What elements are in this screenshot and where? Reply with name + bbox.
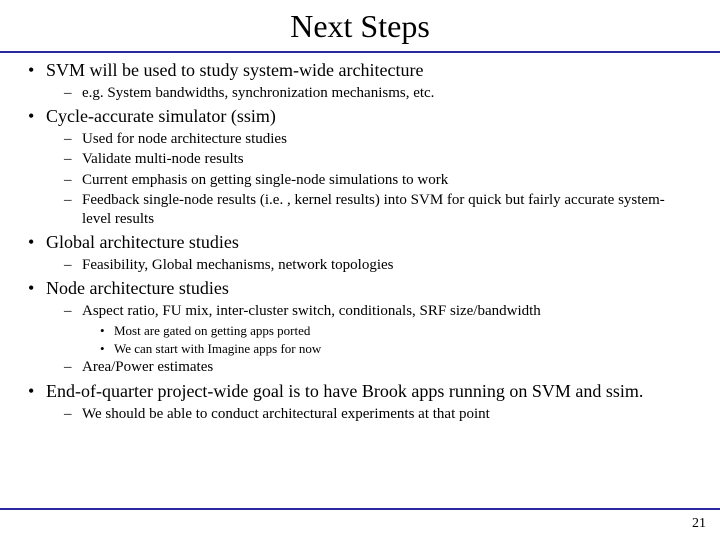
bullet-text: Global architecture studies	[46, 232, 239, 252]
bullet-text: End-of-quarter project-wide goal is to h…	[46, 381, 643, 401]
sub-bullet-item: We should be able to conduct architectur…	[64, 405, 692, 424]
bullet-text: Most are gated on getting apps ported	[114, 323, 310, 338]
sub-bullet-item: e.g. System bandwidths, synchronization …	[64, 84, 692, 103]
bullet-text: We can start with Imagine apps for now	[114, 341, 321, 356]
bullet-text: Node architecture studies	[46, 278, 229, 298]
slide-content: SVM will be used to study system-wide ar…	[0, 53, 720, 424]
bullet-text: SVM will be used to study system-wide ar…	[46, 60, 423, 80]
bullet-item: Cycle-accurate simulator (ssim) Used for…	[28, 105, 692, 229]
bullet-text: Used for node architecture studies	[82, 131, 287, 147]
sub-sub-bullet-item: Most are gated on getting apps ported	[100, 323, 692, 340]
bullet-text: Validate multi-node results	[82, 151, 244, 167]
page-number: 21	[692, 516, 706, 532]
bullet-text: Current emphasis on getting single-node …	[82, 172, 448, 188]
sub-sub-bullet-item: We can start with Imagine apps for now	[100, 341, 692, 358]
bullet-item: SVM will be used to study system-wide ar…	[28, 59, 692, 103]
sub-bullet-item: Validate multi-node results	[64, 150, 692, 169]
sub-bullet-item: Aspect ratio, FU mix, inter-cluster swit…	[64, 302, 692, 357]
slide: Next Steps SVM will be used to study sys…	[0, 0, 720, 540]
sub-bullet-item: Feedback single-node results (i.e. , ker…	[64, 191, 692, 229]
sub-bullet-item: Area/Power estimates	[64, 358, 692, 377]
bullet-text: Aspect ratio, FU mix, inter-cluster swit…	[82, 303, 541, 319]
bullet-text: Feedback single-node results (i.e. , ker…	[82, 192, 665, 227]
sub-bullet-item: Used for node architecture studies	[64, 130, 692, 149]
bullet-text: Area/Power estimates	[82, 359, 213, 375]
bullet-list: SVM will be used to study system-wide ar…	[28, 59, 692, 424]
sub-bullet-item: Current emphasis on getting single-node …	[64, 171, 692, 190]
bullet-item: Node architecture studies Aspect ratio, …	[28, 277, 692, 377]
bullet-item: Global architecture studies Feasibility,…	[28, 231, 692, 275]
bottom-rule-wrap	[0, 508, 720, 510]
bullet-text: We should be able to conduct architectur…	[82, 406, 490, 422]
bullet-text: Cycle-accurate simulator (ssim)	[46, 106, 276, 126]
bottom-rule	[0, 508, 720, 510]
slide-title: Next Steps	[0, 8, 720, 45]
bullet-text: Feasibility, Global mechanisms, network …	[82, 257, 393, 273]
bullet-item: End-of-quarter project-wide goal is to h…	[28, 380, 692, 424]
sub-bullet-item: Feasibility, Global mechanisms, network …	[64, 256, 692, 275]
bullet-text: e.g. System bandwidths, synchronization …	[82, 85, 434, 101]
